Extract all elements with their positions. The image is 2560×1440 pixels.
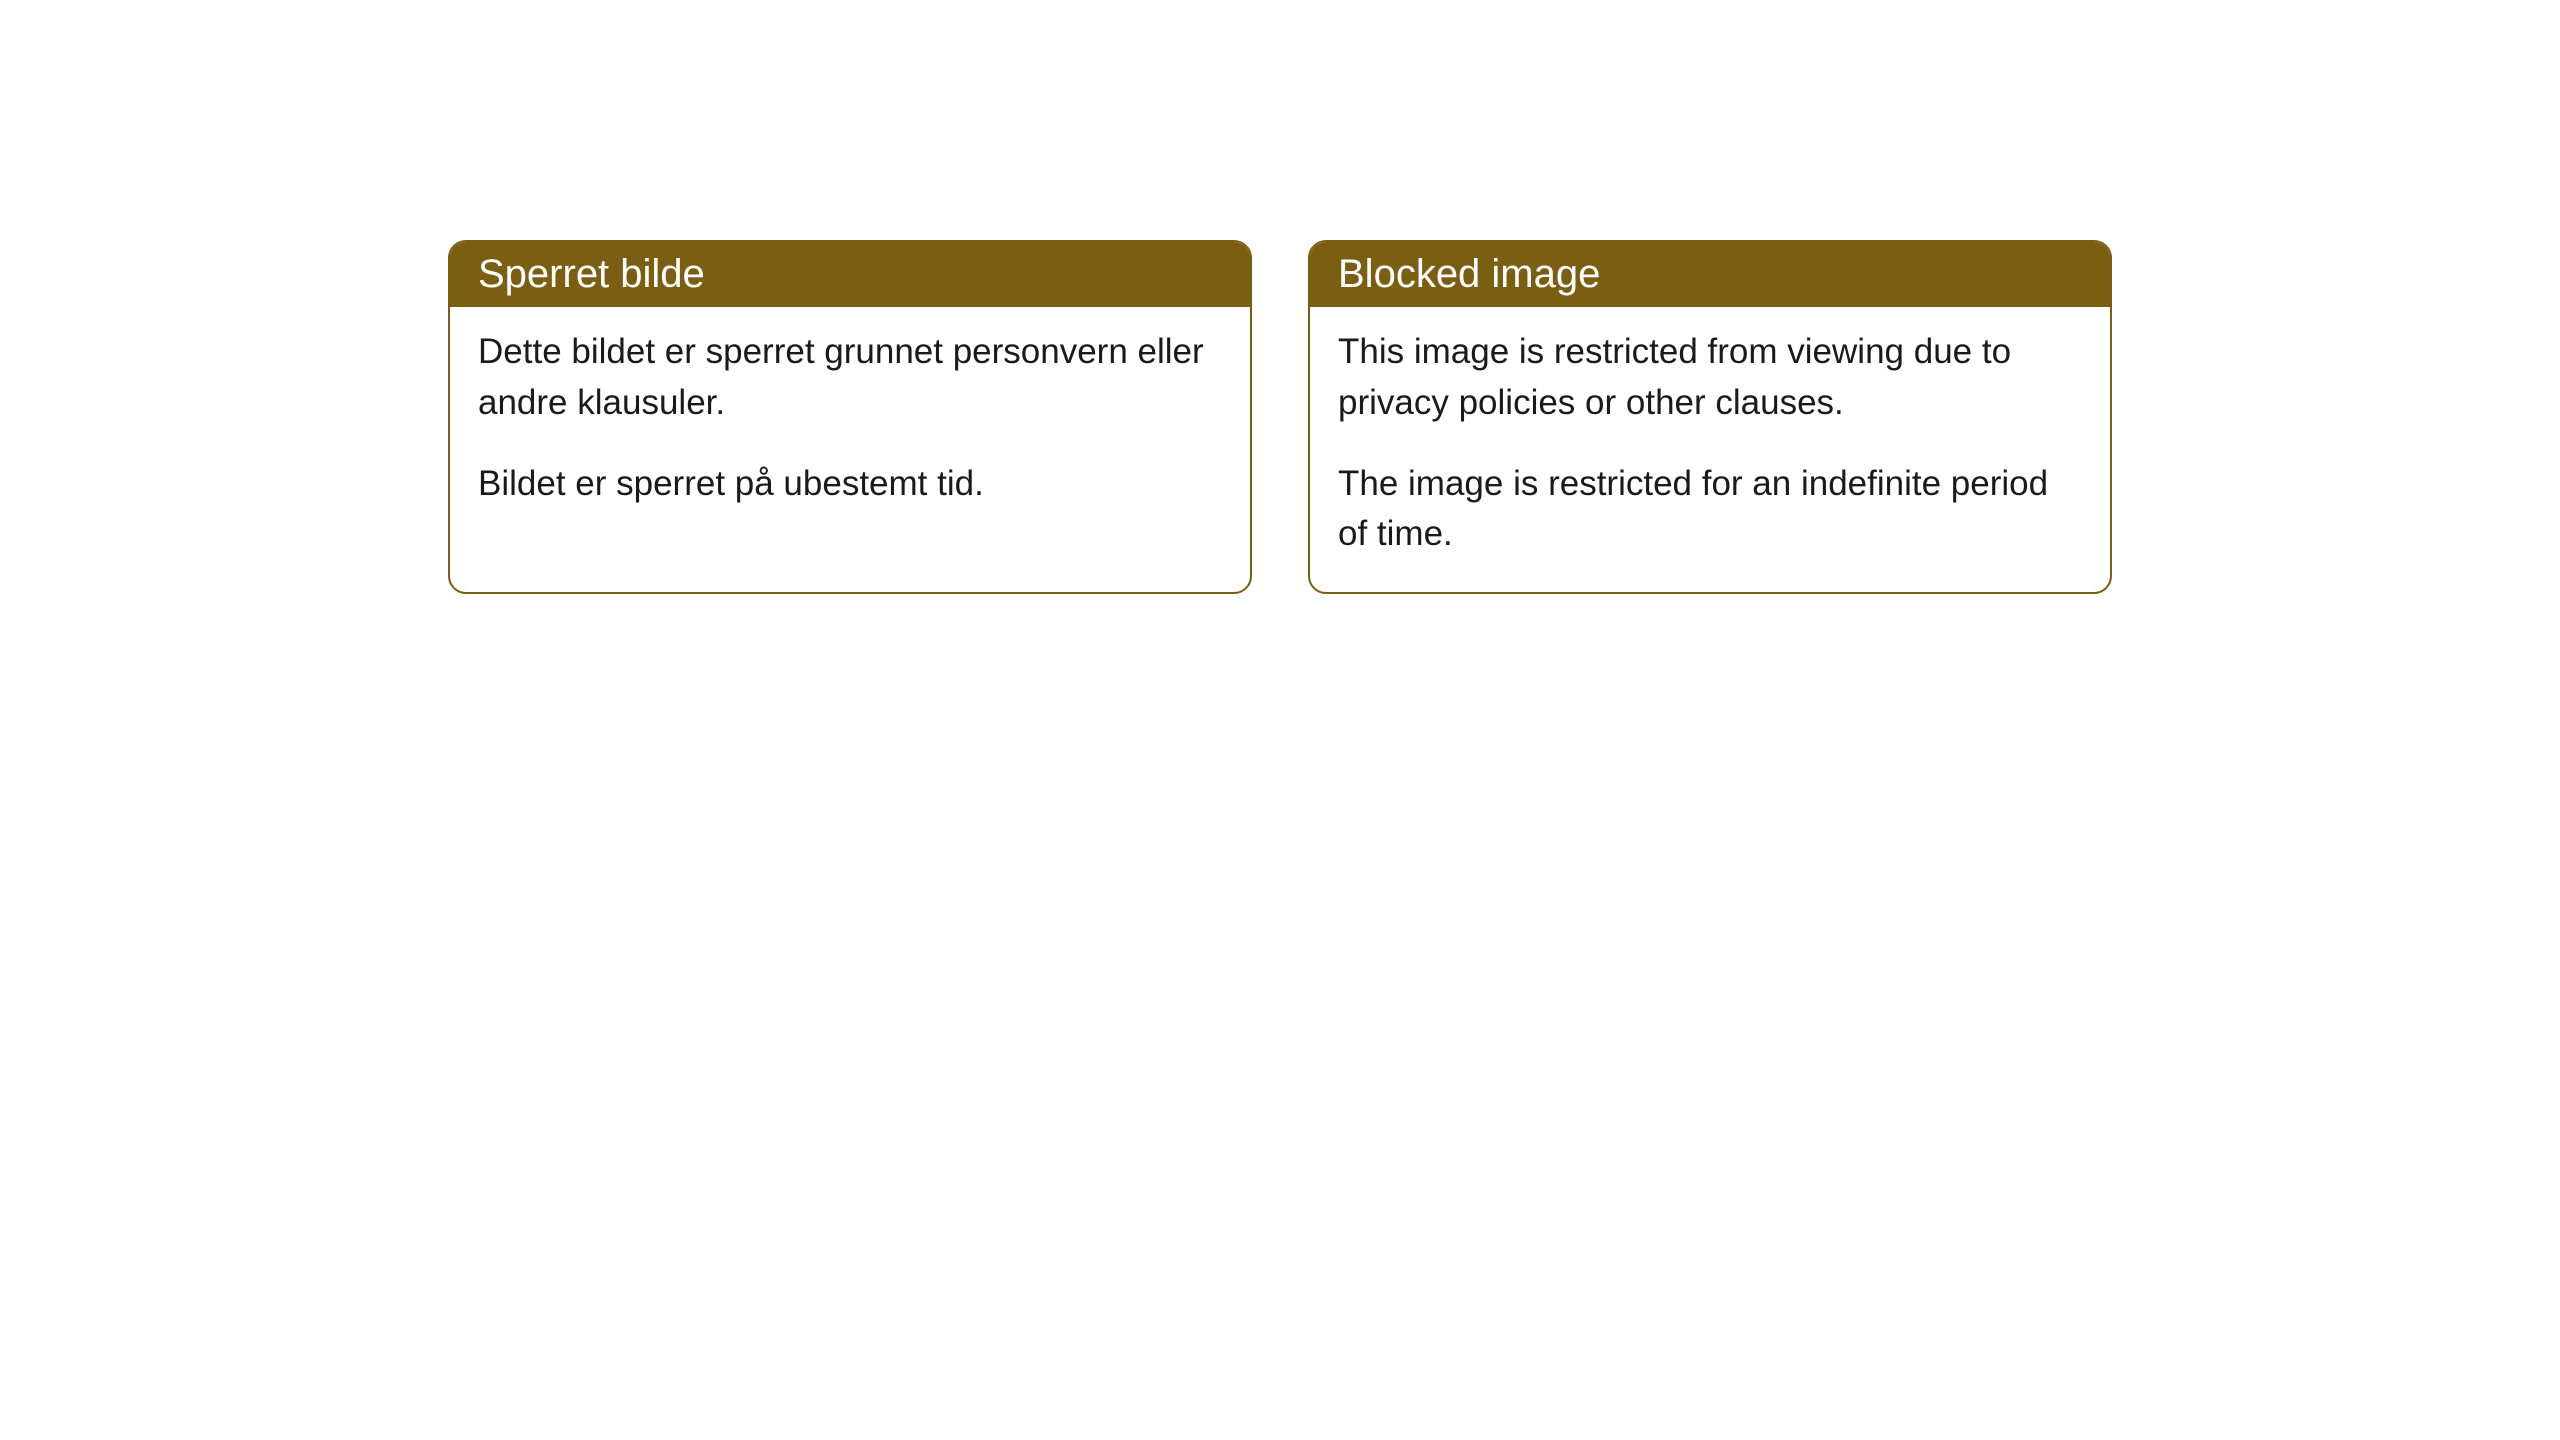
card-paragraph: Bildet er sperret på ubestemt tid. [478, 459, 1222, 510]
blocked-image-card-norwegian: Sperret bilde Dette bildet er sperret gr… [448, 240, 1252, 594]
blocked-image-card-english: Blocked image This image is restricted f… [1308, 240, 2112, 594]
card-paragraph: The image is restricted for an indefinit… [1338, 459, 2082, 561]
card-title: Blocked image [1338, 252, 1600, 296]
card-title: Sperret bilde [478, 252, 705, 296]
card-header: Blocked image [1310, 242, 2110, 307]
card-body: This image is restricted from viewing du… [1310, 307, 2110, 592]
card-paragraph: Dette bildet er sperret grunnet personve… [478, 327, 1222, 429]
notice-container: Sperret bilde Dette bildet er sperret gr… [448, 240, 2112, 594]
card-paragraph: This image is restricted from viewing du… [1338, 327, 2082, 429]
card-body: Dette bildet er sperret grunnet personve… [450, 307, 1250, 541]
card-header: Sperret bilde [450, 242, 1250, 307]
